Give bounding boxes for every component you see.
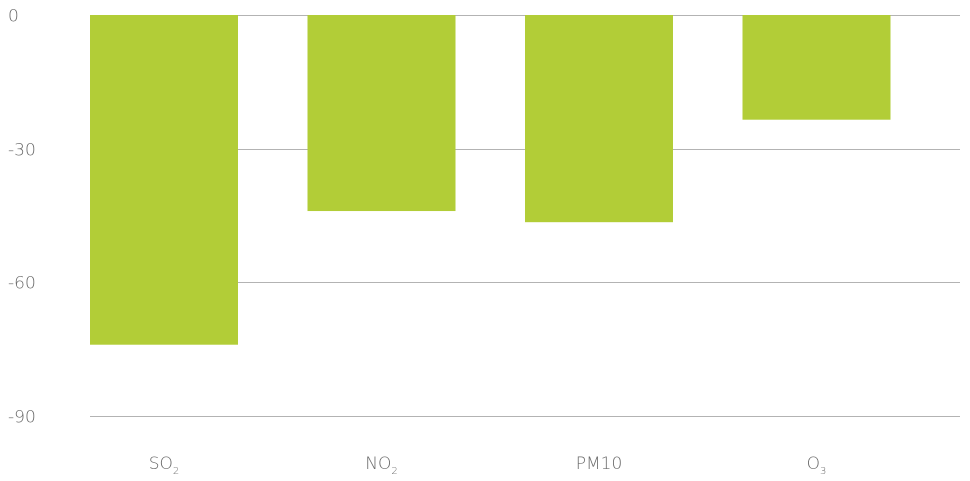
x-tick-label: SO2 <box>149 454 180 477</box>
x-tick-label: O3 <box>807 454 827 477</box>
bar <box>307 15 456 212</box>
y-axis-ticks: 0 -30 -60 -90 <box>8 7 36 428</box>
x-tick-label: NO2 <box>365 454 397 477</box>
bars <box>90 15 891 345</box>
y-tick-label: -60 <box>8 274 36 294</box>
y-tick-label: 0 <box>8 7 19 27</box>
x-axis-labels: SO2 NO2 PM10 O3 <box>149 454 827 477</box>
bar <box>90 15 238 345</box>
x-tick-label: PM10 <box>576 454 623 474</box>
y-tick-label: -90 <box>8 408 36 428</box>
y-tick-label: -30 <box>8 141 36 161</box>
bar <box>525 15 673 223</box>
bar <box>742 15 891 120</box>
